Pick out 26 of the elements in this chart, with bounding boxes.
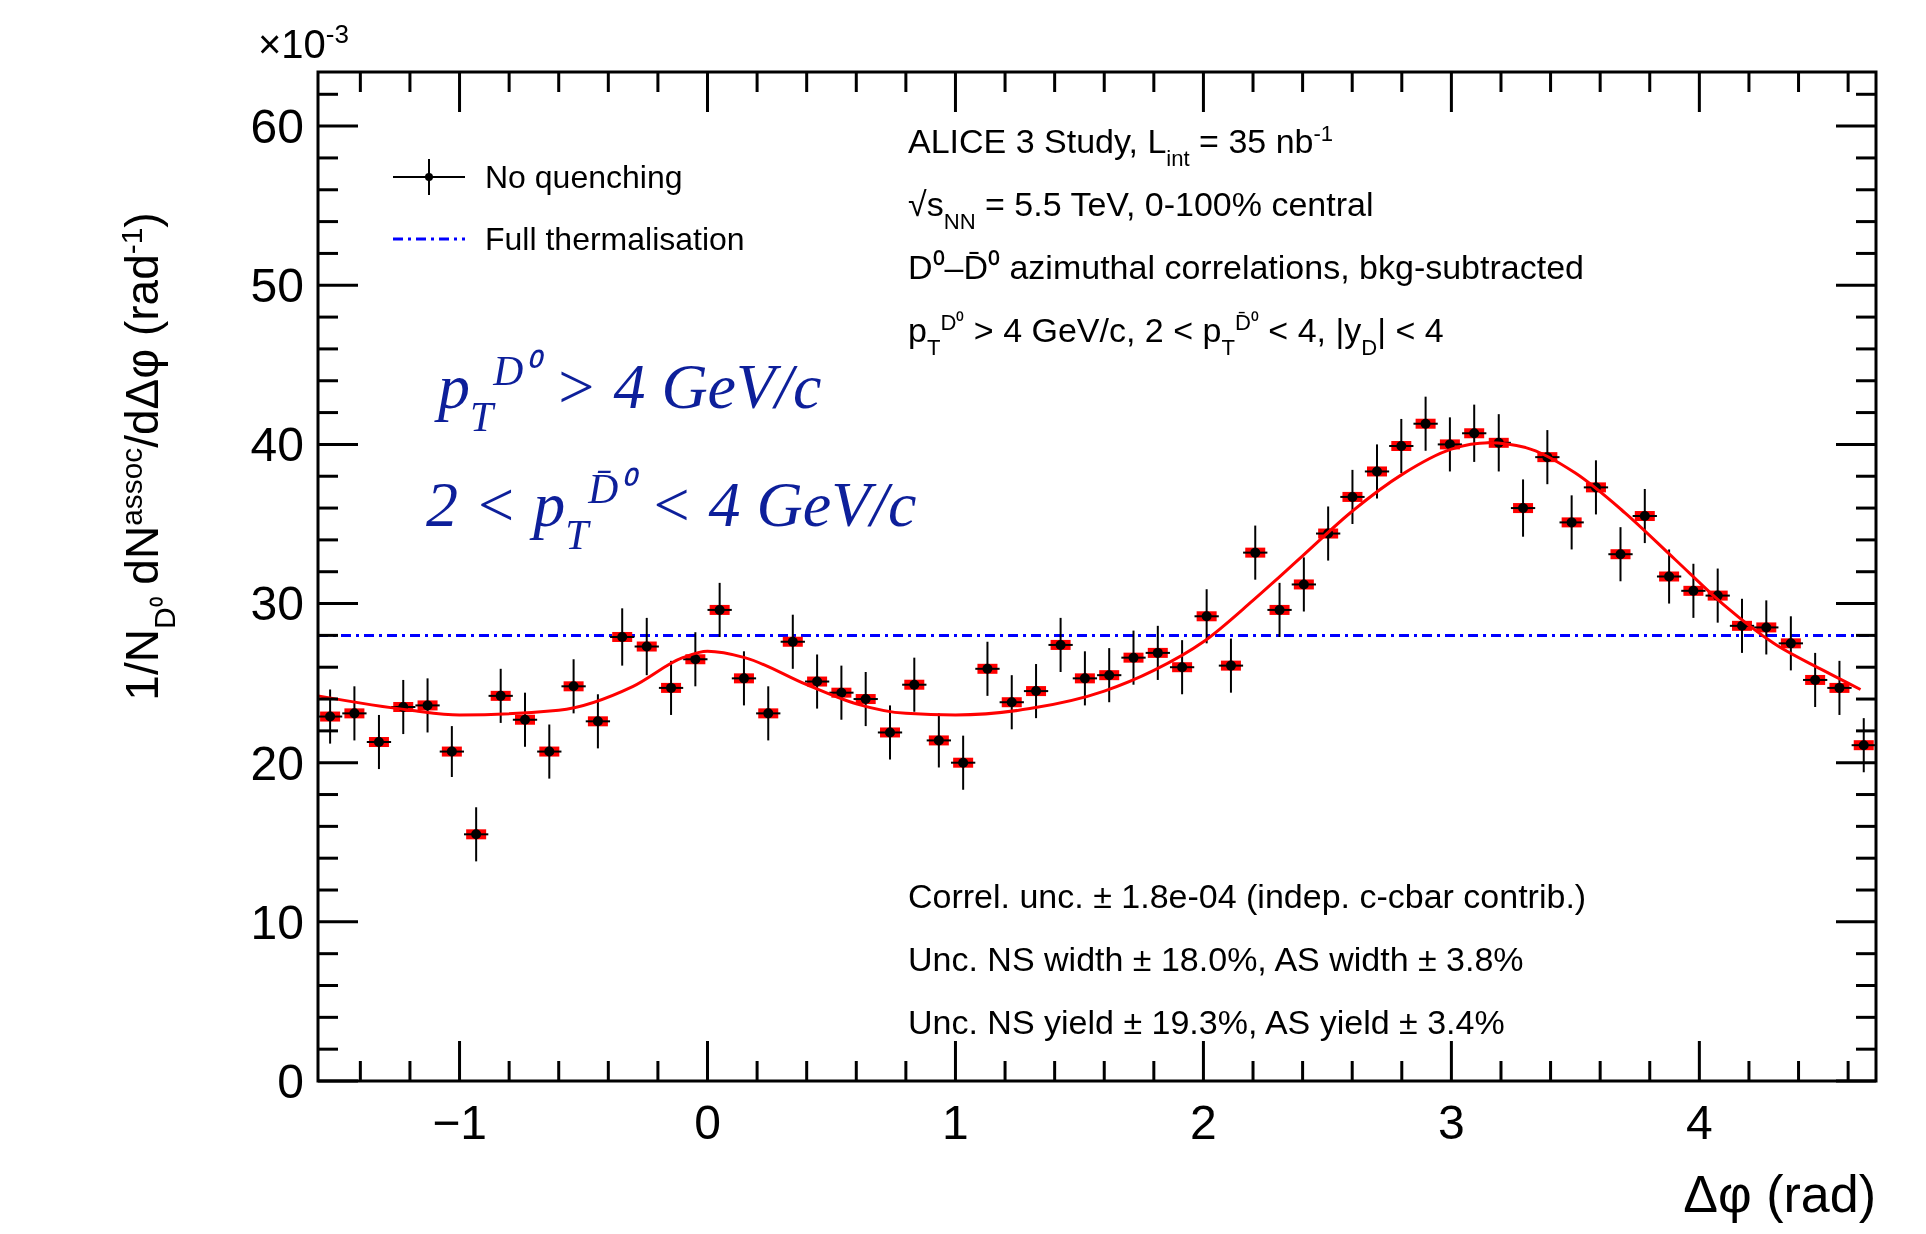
y-tick-label: 30	[250, 577, 304, 631]
legend-label: Full thermalisation	[485, 221, 745, 258]
annotation: ALICE 3 Study, L$_{int}$ = 35 nb$^{-1}$	[908, 120, 1334, 171]
x-tick-label: 0	[694, 1096, 721, 1149]
x-tick-label: 3	[1438, 1096, 1465, 1149]
y-tick-label: 10	[250, 895, 304, 949]
annotation: p$_{T}$$^{D⁰}$ > 4 GeV/c	[434, 348, 822, 440]
y-tick-label: 20	[250, 736, 304, 790]
x-tick-label: 2	[1190, 1096, 1217, 1149]
annotation: √s$_{NN}$ = 5.5 TeV, 0-100% central	[908, 185, 1374, 234]
legend-label: No quenching	[485, 159, 683, 196]
x-tick-label: −1	[432, 1096, 487, 1149]
annotation: D⁰–D̄⁰ azimuthal correlations, bkg-subtracted	[908, 248, 1584, 286]
x-tick-label: 1	[942, 1096, 969, 1149]
x-tick-label: 4	[1686, 1096, 1713, 1149]
text: p$_{T}$$^{D⁰}$ > 4 GeV/c, 2 < p$_{T}$$^{D̄⁰}$ < 4, |y$_{D}$| < 4	[908, 309, 1444, 360]
y-tick-label: 40	[250, 418, 304, 472]
y-tick-label: 0	[277, 1054, 304, 1108]
y-tick-label: 50	[250, 259, 304, 313]
annotation: Unc. NS yield ± 19.3%, AS yield ± 3.4%	[908, 1003, 1505, 1041]
text: ×10$^{-3}$	[258, 19, 349, 66]
annotation: 2 < p$_{T}$$^{D̄⁰}$ < 4 GeV/c	[426, 466, 917, 558]
annotation: Unc. NS width ± 18.0%, AS width ± 3.8%	[908, 940, 1524, 978]
annotation: Correl. unc. ± 1.8e-04 (indep. c-cbar contrib.)	[908, 877, 1587, 915]
y-tick-label: 60	[250, 99, 304, 153]
x-axis-title: Δφ (rad)	[1683, 1165, 1876, 1223]
